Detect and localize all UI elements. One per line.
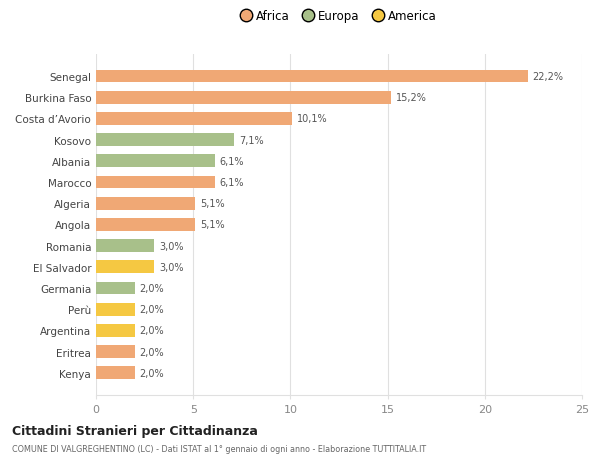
Text: 22,2%: 22,2% (532, 72, 563, 82)
Text: 2,0%: 2,0% (140, 326, 164, 336)
Bar (96, 282, 135, 295)
Text: 2,0%: 2,0% (140, 368, 164, 378)
Text: 6,1%: 6,1% (220, 178, 244, 188)
Bar (96, 303, 135, 316)
Text: 2,0%: 2,0% (140, 304, 164, 314)
Bar (96, 346, 135, 358)
Text: 5,1%: 5,1% (200, 199, 224, 209)
Text: 6,1%: 6,1% (220, 157, 244, 167)
Text: 3,0%: 3,0% (159, 241, 184, 251)
Text: 3,0%: 3,0% (159, 262, 184, 272)
Bar (96, 325, 135, 337)
Bar (96, 155, 215, 168)
Text: 2,0%: 2,0% (140, 347, 164, 357)
Bar (96, 261, 154, 274)
Text: Cittadini Stranieri per Cittadinanza: Cittadini Stranieri per Cittadinanza (12, 424, 258, 437)
Bar (96, 134, 234, 147)
Text: 15,2%: 15,2% (397, 93, 427, 103)
Text: COMUNE DI VALGREGHENTINO (LC) - Dati ISTAT al 1° gennaio di ogni anno - Elaboraz: COMUNE DI VALGREGHENTINO (LC) - Dati IST… (12, 444, 426, 453)
Bar (96, 240, 154, 252)
Text: 5,1%: 5,1% (200, 220, 224, 230)
Bar (96, 71, 527, 83)
Bar (96, 113, 292, 125)
Legend: Africa, Europa, America: Africa, Europa, America (238, 6, 440, 27)
Bar (96, 197, 195, 210)
Bar (96, 92, 391, 104)
Bar (96, 176, 215, 189)
Text: 2,0%: 2,0% (140, 283, 164, 293)
Bar (96, 367, 135, 379)
Bar (96, 218, 195, 231)
Text: 7,1%: 7,1% (239, 135, 263, 146)
Text: 10,1%: 10,1% (297, 114, 328, 124)
